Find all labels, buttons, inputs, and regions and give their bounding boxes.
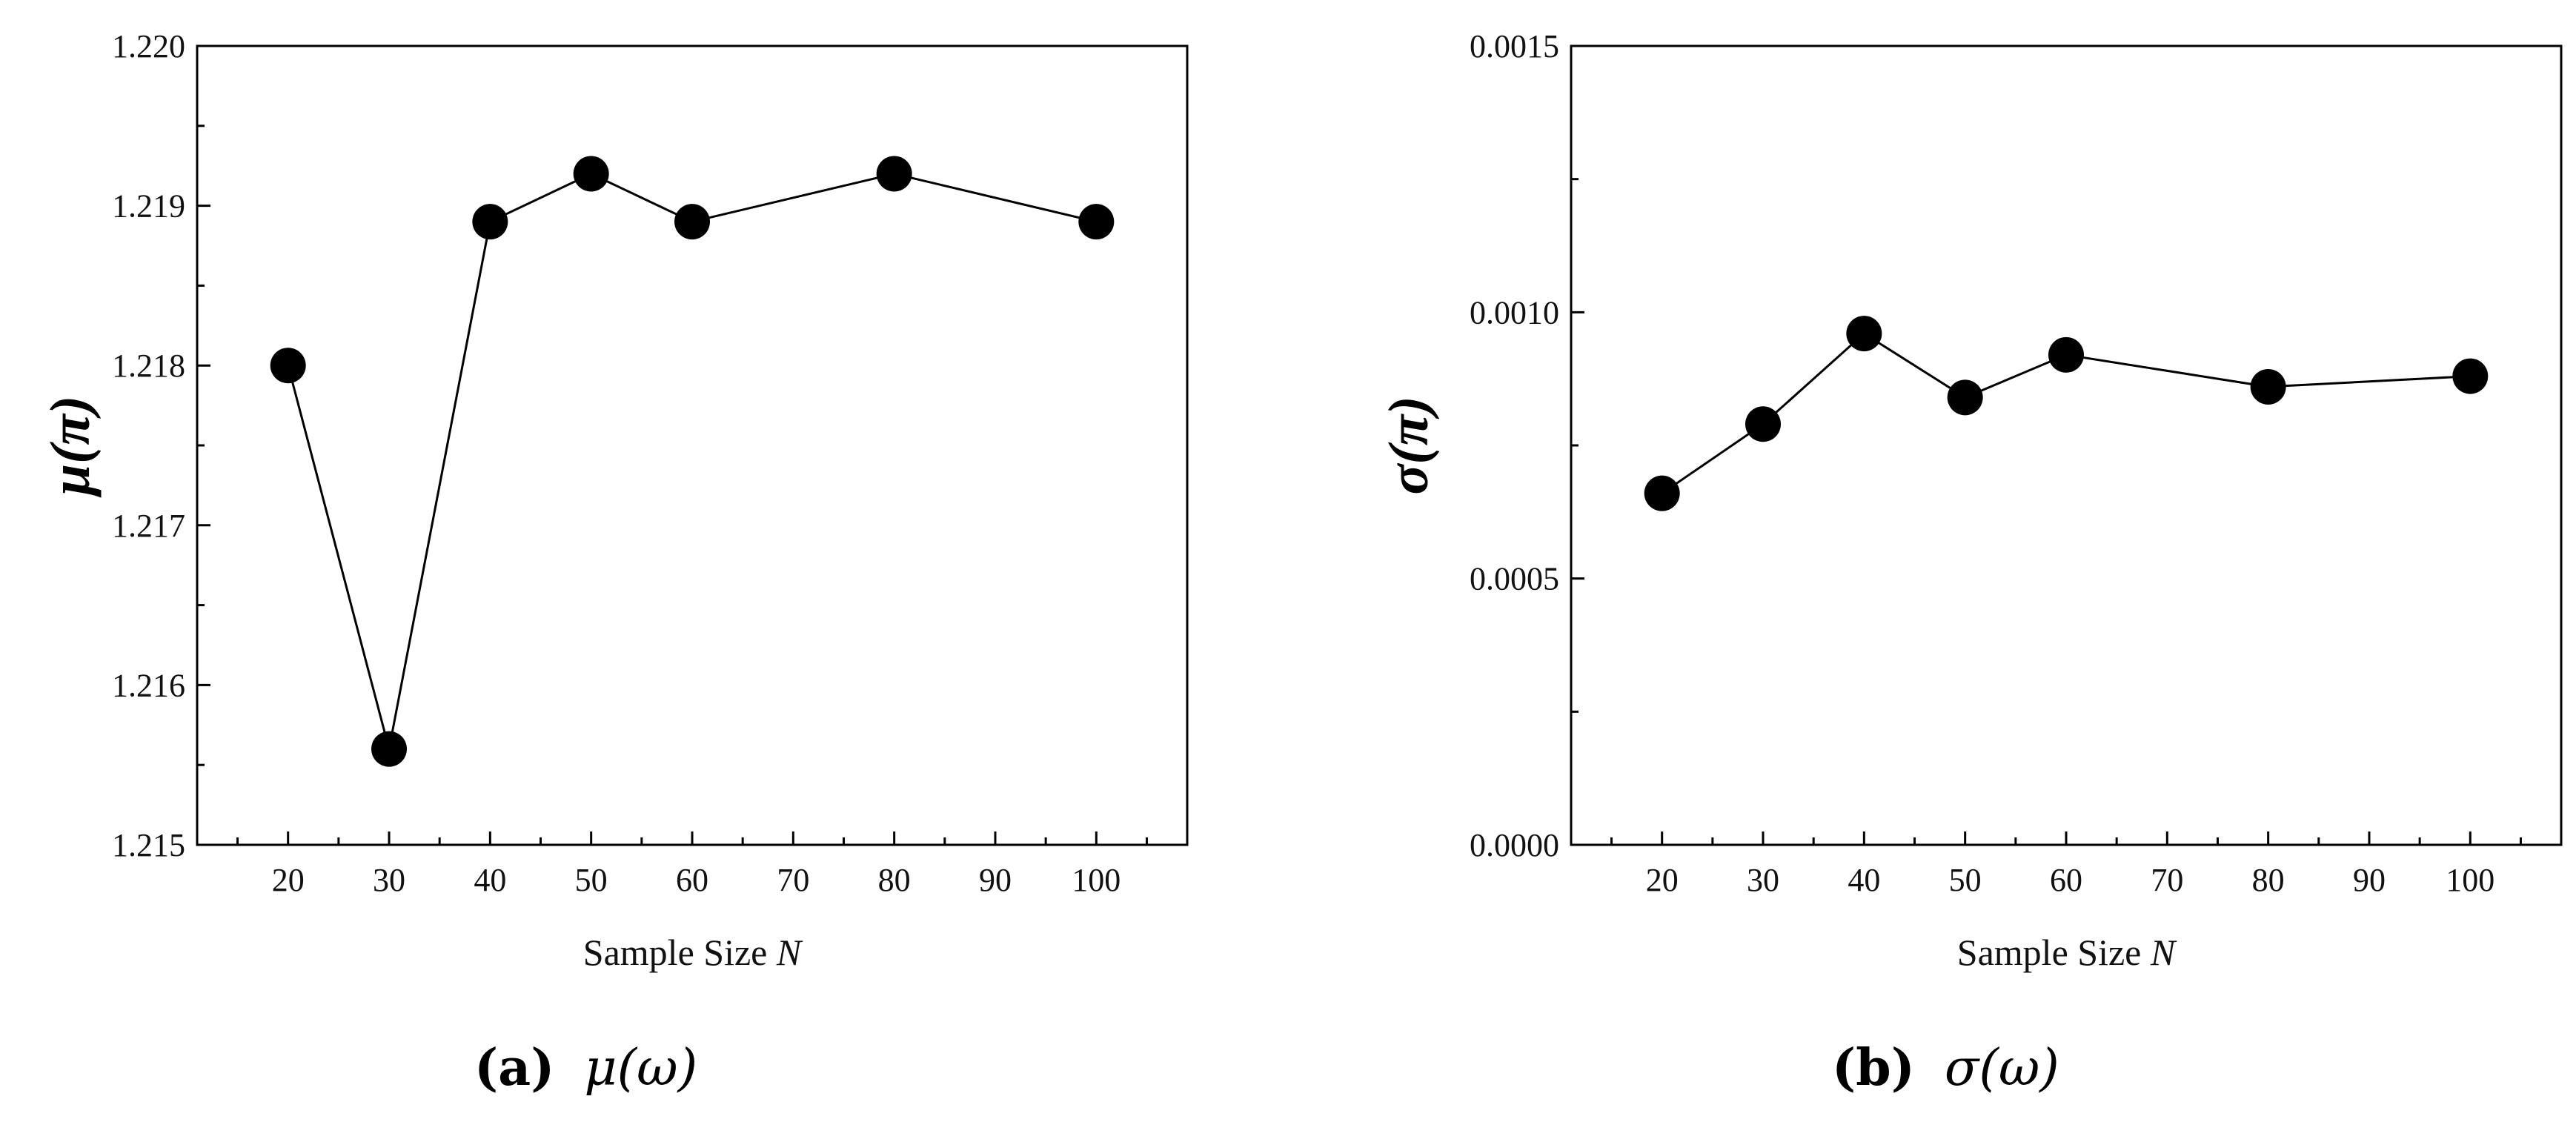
data-point-b	[1644, 475, 1680, 511]
data-point-b	[2048, 336, 2084, 373]
y-tick-label-b: 0.0015	[1470, 28, 1559, 64]
panel-caption-a: (a) μ(ω)	[474, 1038, 697, 1098]
y-tick-label-b: 0.0000	[1470, 827, 1559, 863]
x-tick-label-a: 40	[474, 862, 506, 898]
data-point-b	[1947, 379, 1983, 416]
x-axis-label-a: Sample Size N	[583, 932, 803, 973]
x-axis-variable-b: N	[2150, 932, 2177, 973]
x-tick-label-a: 100	[1072, 862, 1121, 898]
data-point-a	[270, 348, 306, 384]
x-tick-label-a: 50	[575, 862, 608, 898]
caption-b: σ(ω)	[1945, 1039, 2059, 1098]
data-point-a	[573, 156, 609, 192]
x-tick-label-b: 20	[1646, 862, 1679, 898]
plot-frame-a	[196, 44, 1189, 846]
data-point-a	[371, 731, 408, 767]
x-tick-label-b: 90	[2353, 862, 2386, 898]
data-point-b	[2250, 368, 2286, 405]
series-line-a	[287, 172, 1097, 749]
y-tick-label-a: 1.220	[112, 28, 185, 64]
x-tick-label-b: 30	[1747, 862, 1779, 898]
x-tick-label-a: 30	[373, 862, 405, 898]
panel-b: 20 30 40 50 60 70 80 90 100 0.0000 0.0005 0.0010 0.0…	[1378, 28, 2563, 1098]
y-axis-label-a: μ(π)	[39, 396, 102, 498]
data-point-b	[1846, 316, 1882, 352]
panel-a: 20 30 40 50 60 70 80 90 100 1.215 1.216 1.217 1.218 1…	[39, 28, 1189, 1098]
plot-frame-b	[1570, 44, 2563, 846]
data-point-b	[1745, 406, 1782, 442]
x-tick-label-b: 70	[2151, 862, 2183, 898]
series-b	[1644, 316, 2489, 511]
axis-ticks-a: 20 30 40 50 60 70 80 90 100 1.215 1.216 1.217 1.218 1…	[112, 28, 1148, 898]
panel-label-a: (a)	[474, 1038, 554, 1098]
y-tick-label-b: 0.0005	[1470, 561, 1559, 597]
data-point-a	[472, 204, 508, 240]
x-tick-label-b: 80	[2252, 862, 2285, 898]
data-point-a	[876, 156, 912, 192]
x-axis-label-text-a: Sample Size	[583, 932, 768, 973]
axis-ticks-b: 20 30 40 50 60 70 80 90 100 0.0000 0.0005 0.0010 0.0…	[1470, 28, 2522, 898]
y-tick-label-a: 1.215	[112, 827, 185, 863]
x-tick-label-b: 60	[2050, 862, 2082, 898]
x-tick-label-b: 50	[1949, 862, 1982, 898]
x-tick-label-a: 60	[676, 862, 708, 898]
x-axis-variable-a: N	[776, 932, 803, 973]
y-tick-label-a: 1.218	[112, 348, 185, 384]
x-axis-label-b: Sample Size N	[1957, 932, 2177, 973]
data-point-b	[2452, 358, 2489, 394]
x-tick-label-a: 70	[777, 862, 809, 898]
x-tick-label-a: 20	[272, 862, 305, 898]
y-tick-label-a: 1.216	[112, 667, 185, 703]
y-tick-label-b: 0.0010	[1470, 294, 1559, 331]
x-tick-label-b: 40	[1848, 862, 1880, 898]
series-a	[270, 156, 1115, 767]
y-tick-label-a: 1.219	[112, 188, 185, 225]
data-point-a	[1078, 204, 1115, 240]
panel-caption-b: (b) σ(ω)	[1832, 1038, 2059, 1098]
x-axis-label-text-b: Sample Size	[1957, 932, 2142, 973]
caption-a: μ(ω)	[584, 1039, 697, 1098]
y-tick-label-a: 1.217	[112, 508, 185, 544]
data-point-a	[674, 204, 710, 240]
panel-label-b: (b)	[1832, 1038, 1915, 1098]
x-tick-label-a: 80	[878, 862, 911, 898]
x-tick-label-a: 90	[979, 862, 1012, 898]
y-axis-label-b: σ(π)	[1378, 396, 1440, 494]
x-tick-label-b: 100	[2446, 862, 2494, 898]
